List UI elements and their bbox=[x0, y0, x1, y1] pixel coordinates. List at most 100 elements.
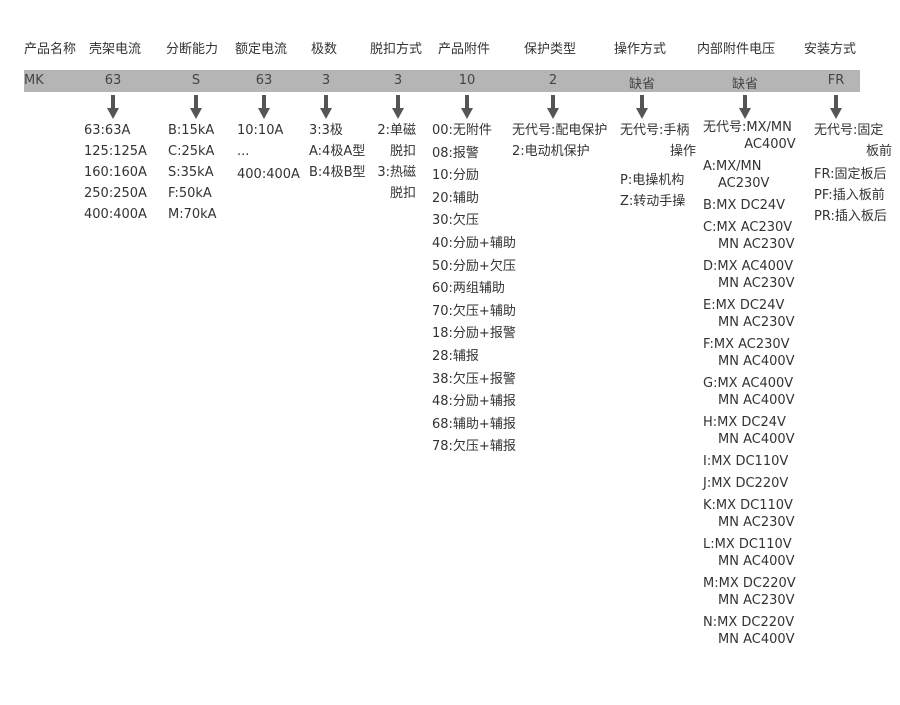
option-item: S:35kA bbox=[168, 165, 214, 180]
option-item: 10:10A bbox=[237, 123, 284, 138]
down-arrow-icon bbox=[636, 95, 648, 119]
option-item: H:MX DC24V MN AC400V bbox=[703, 414, 796, 448]
code-value: 10 bbox=[458, 73, 476, 88]
option-item: 无代号:手柄 bbox=[620, 123, 690, 138]
option-item: 28:辅报 bbox=[432, 348, 479, 364]
option-item: 操作 bbox=[669, 144, 696, 159]
code-value: MK bbox=[24, 73, 44, 88]
option-line: A:MX/MN bbox=[703, 159, 762, 174]
option-list: 3:3极 A:4极A型 B:4极B型 bbox=[309, 120, 366, 183]
option-line: 无代号:MX/MN bbox=[703, 120, 792, 135]
option-item: 400:400A bbox=[84, 207, 147, 222]
option-line: M:MX DC220V bbox=[703, 576, 796, 591]
column-header: 分断能力 bbox=[166, 42, 219, 57]
option-list: 无代号:固定 板前 FR:固定板后 PF:插入板前 PR:插入板后 bbox=[814, 120, 892, 227]
option-line: MN AC230V bbox=[718, 276, 795, 291]
code-value: 63 bbox=[104, 73, 122, 88]
option-line: MN AC230V bbox=[718, 515, 795, 530]
column-header: 操作方式 bbox=[614, 42, 667, 57]
option-line: F:MX AC230V bbox=[703, 337, 790, 352]
option-list: 无代号:手柄 操作 P:电操机构 Z:转动手操 bbox=[620, 120, 696, 212]
option-item: 60:两组辅助 bbox=[432, 281, 505, 297]
option-line: G:MX AC400V bbox=[703, 376, 794, 391]
option-item: B:MX DC24V bbox=[703, 197, 796, 214]
option-item: B:4极B型 bbox=[309, 165, 366, 180]
code-value: 3 bbox=[321, 73, 331, 88]
option-item: 08:报警 bbox=[432, 145, 479, 161]
code-value: 2 bbox=[548, 73, 558, 88]
option-line: K:MX DC110V bbox=[703, 498, 793, 513]
column-header: 壳架电流 bbox=[89, 42, 142, 57]
option-item: 无代号:MX/MN AC400V bbox=[703, 119, 796, 153]
option-item: 38:欠压+报警 bbox=[432, 371, 516, 387]
down-arrow-icon bbox=[392, 95, 404, 119]
option-line: N:MX DC220V bbox=[703, 615, 795, 630]
option-list: B:15kA C:25kA S:35kA F:50kA M:70kA bbox=[168, 120, 217, 225]
option-item: P:电操机构 bbox=[620, 173, 685, 188]
option-list: 63:63A 125:125A 160:160A 250:250A 400:400A bbox=[84, 120, 147, 225]
option-item: 3:热磁 bbox=[377, 165, 416, 180]
option-item: PR:插入板后 bbox=[814, 209, 887, 224]
option-item: 30:欠压 bbox=[432, 213, 479, 229]
option-item: 68:辅助+辅报 bbox=[432, 416, 516, 432]
column-header: 额定电流 bbox=[235, 42, 288, 57]
code-value: 缺省 bbox=[628, 77, 656, 92]
option-list: 00:无附件 08:报警 10:分励 20:辅助 30:欠压 40:分励+辅助 50:分励+… bbox=[432, 120, 516, 459]
code-value: FR bbox=[827, 73, 845, 88]
option-item: 00:无附件 bbox=[432, 123, 492, 138]
option-line: D:MX AC400V bbox=[703, 259, 794, 274]
option-line: MN AC400V bbox=[718, 554, 795, 569]
option-line: C:MX AC230V bbox=[703, 220, 793, 235]
down-arrow-icon bbox=[547, 95, 559, 119]
option-item: 20:辅助 bbox=[432, 190, 479, 206]
option-line: MN AC400V bbox=[718, 632, 795, 647]
option-item: 2:电动机保护 bbox=[512, 144, 590, 159]
option-list: 2:单磁 脱扣 3:热磁 脱扣 bbox=[372, 120, 416, 204]
option-item: 160:160A bbox=[84, 165, 147, 180]
option-item: 板前 bbox=[865, 144, 892, 159]
column-header: 产品名称 bbox=[24, 42, 77, 57]
option-item: M:70kA bbox=[168, 207, 217, 222]
option-item: D:MX AC400V MN AC230V bbox=[703, 258, 796, 292]
option-item: 无代号:固定 bbox=[814, 123, 884, 138]
option-item: ... bbox=[237, 144, 250, 159]
option-item: 18:分励+报警 bbox=[432, 326, 516, 342]
option-item: B:15kA bbox=[168, 123, 215, 138]
option-line: MN AC230V bbox=[718, 593, 795, 608]
option-line: MN AC230V bbox=[718, 315, 795, 330]
option-line: MN AC400V bbox=[718, 432, 795, 447]
option-item: 63:63A bbox=[84, 123, 131, 138]
column-header: 脱扣方式 bbox=[370, 42, 423, 57]
down-arrow-icon bbox=[461, 95, 473, 119]
option-item: F:MX AC230V MN AC400V bbox=[703, 336, 796, 370]
option-item: 125:125A bbox=[84, 144, 147, 159]
column-header: 极数 bbox=[311, 42, 338, 57]
option-item: 70:欠压+辅助 bbox=[432, 303, 516, 319]
option-line: H:MX DC24V bbox=[703, 415, 786, 430]
option-item: A:4极A型 bbox=[309, 144, 366, 159]
option-item: 40:分励+辅助 bbox=[432, 235, 516, 251]
code-value: 63 bbox=[255, 73, 273, 88]
option-item: J:MX DC220V bbox=[703, 475, 796, 492]
option-item: K:MX DC110V MN AC230V bbox=[703, 497, 796, 531]
option-item: C:25kA bbox=[168, 144, 215, 159]
option-line: I:MX DC110V bbox=[703, 454, 789, 469]
code-value: S bbox=[191, 73, 201, 88]
down-arrow-icon bbox=[107, 95, 119, 119]
option-item: 脱扣 bbox=[389, 186, 416, 201]
code-bar bbox=[24, 70, 860, 92]
option-line: MN AC230V bbox=[718, 237, 795, 252]
option-line: L:MX DC110V bbox=[703, 537, 792, 552]
option-item: M:MX DC220V MN AC230V bbox=[703, 575, 796, 609]
option-item: 2:单磁 bbox=[377, 123, 416, 138]
option-item: I:MX DC110V bbox=[703, 453, 796, 470]
down-arrow-icon bbox=[830, 95, 842, 119]
option-item: A:MX/MN AC230V bbox=[703, 158, 796, 192]
option-list: 10:10A... 400:400A bbox=[237, 120, 300, 185]
option-list: 无代号:配电保护 2:电动机保护 bbox=[512, 120, 607, 162]
option-item: G:MX AC400V MN AC400V bbox=[703, 375, 796, 409]
code-value: 3 bbox=[393, 73, 403, 88]
option-item: 400:400A bbox=[237, 167, 300, 182]
option-line: MN AC400V bbox=[718, 393, 795, 408]
